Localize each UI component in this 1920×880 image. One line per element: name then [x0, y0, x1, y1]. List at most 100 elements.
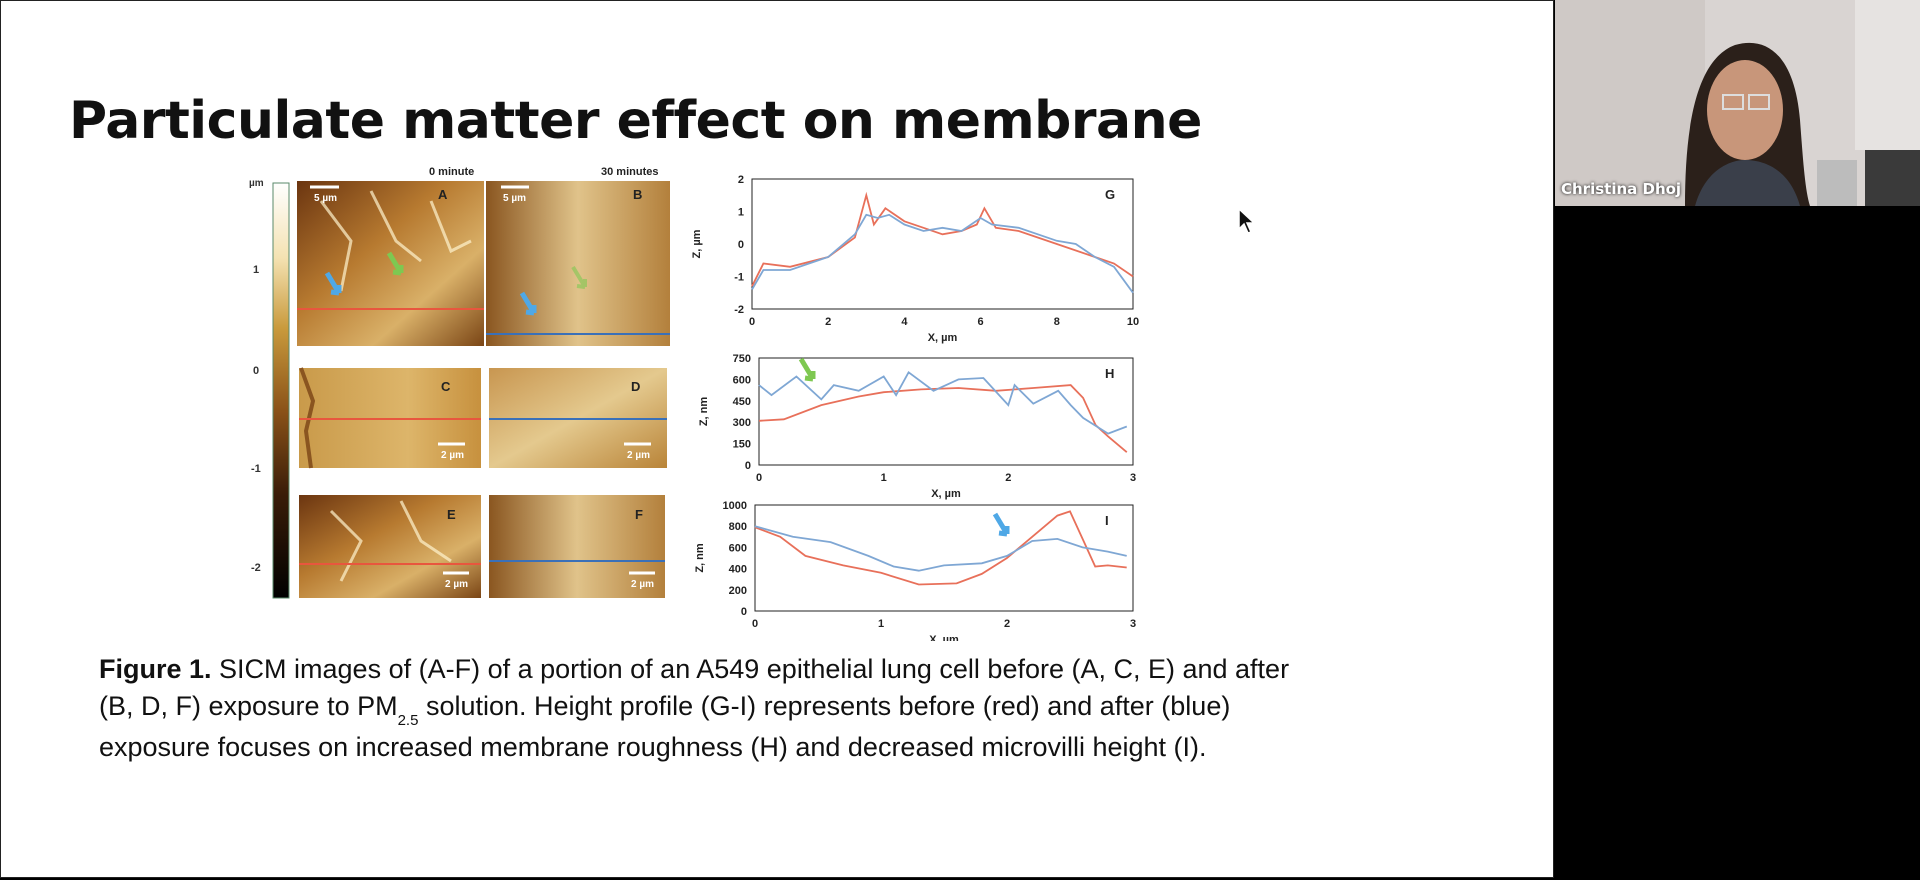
- green-arrow-icon: [571, 265, 587, 289]
- scalebar-label: 2 µm: [441, 450, 464, 461]
- series-line: [751, 191, 1134, 287]
- panel-letter: E: [447, 507, 456, 522]
- caption-subscript: 2.5: [397, 712, 419, 729]
- blue-arrow-icon: [992, 512, 1010, 537]
- sicm-panel-a: 5 µm A: [297, 181, 484, 346]
- x-tick-label: 3: [1130, 618, 1136, 630]
- caption-line-2: (B, D, F) exposure to PM2.5 solution. He…: [99, 688, 1429, 729]
- y-tick-label: 150: [733, 439, 751, 451]
- scalebar-label: 5 µm: [503, 193, 526, 204]
- x-tick-label: 6: [978, 316, 984, 328]
- x-tick-label: 3: [1130, 472, 1136, 484]
- panel-letter: H: [1105, 366, 1114, 381]
- caption-text: (B, D, F) exposure to PM: [99, 691, 398, 721]
- column-title: 0 minute: [429, 166, 474, 178]
- participant-video-feed: [1555, 0, 1920, 206]
- column-title: 30 minutes: [601, 166, 658, 178]
- height-profile-chart-i: I 0 1 2 3 1000 800 600 400 200 0 X, µm Z, nm: [694, 500, 1136, 641]
- x-tick-label: 2: [1005, 472, 1011, 484]
- colorbar-tick: -2: [251, 562, 261, 574]
- x-tick-label: 1: [881, 472, 887, 484]
- video-panel: Christina Dhoj: [1555, 0, 1920, 880]
- figure-caption: Figure 1. SICM images of (A-F) of a port…: [99, 651, 1429, 766]
- scalebar-label: 2 µm: [627, 450, 650, 461]
- plot-frame: [751, 178, 1134, 310]
- presentation-slide: Particulate matter effect on membrane: [0, 0, 1554, 878]
- x-tick-label: 0: [756, 472, 762, 484]
- y-tick-label: 600: [733, 374, 751, 386]
- panel-letter: A: [438, 187, 448, 202]
- series-line: [754, 510, 1127, 586]
- x-tick-label: 2: [825, 316, 831, 328]
- mouse-cursor-icon: [1238, 208, 1256, 234]
- sicm-panel-b: 5 µm B: [486, 181, 670, 346]
- y-tick-label: 400: [729, 564, 747, 576]
- x-tick-label: 4: [901, 316, 908, 328]
- colorbar-tick: 0: [253, 365, 259, 377]
- green-arrow-icon: [386, 251, 404, 276]
- colorbar-tick: 1: [253, 264, 259, 276]
- x-tick-label: 2: [1004, 618, 1010, 630]
- slide-title: Particulate matter effect on membrane: [69, 91, 1202, 151]
- sicm-panel-d: 2 µm D: [489, 368, 667, 468]
- scalebar-label: 5 µm: [314, 193, 337, 204]
- y-axis-label: Z, nm: [694, 543, 706, 573]
- y-tick-label: 600: [729, 542, 747, 554]
- panel-letter: C: [441, 379, 451, 394]
- plot-frame: [754, 504, 1134, 612]
- series-line: [754, 525, 1127, 572]
- scalebar-label: 2 µm: [631, 579, 654, 590]
- x-axis-label: X, µm: [929, 634, 959, 641]
- y-tick-label: 300: [733, 417, 751, 429]
- plot-frame: [758, 357, 1134, 466]
- y-tick-label: 1: [738, 207, 744, 219]
- x-tick-label: 0: [749, 316, 755, 328]
- scalebar-label: 2 µm: [445, 579, 468, 590]
- colorbar-unit: µm: [249, 178, 264, 189]
- caption-text: SICM images of (A-F) of a portion of an …: [211, 654, 1290, 684]
- y-tick-label: 450: [733, 396, 751, 408]
- figure-1: µm 1 0 -1 -2 0 minute 30 minutes 5 µm A …: [249, 166, 1139, 641]
- x-axis-label: X, µm: [928, 332, 958, 344]
- x-tick-label: 10: [1127, 316, 1139, 328]
- y-tick-label: 200: [729, 585, 747, 597]
- series-line: [751, 213, 1134, 294]
- colorbar-tick: -1: [251, 463, 261, 475]
- y-tick-label: -2: [734, 304, 744, 316]
- panel-letter: I: [1105, 513, 1109, 528]
- y-tick-label: -1: [734, 272, 744, 284]
- panel-letter: B: [633, 187, 642, 202]
- y-tick-label: 0: [738, 239, 744, 251]
- x-tick-label: 8: [1054, 316, 1060, 328]
- blue-arrow-icon: [324, 271, 342, 296]
- caption-line-1: Figure 1. SICM images of (A-F) of a port…: [99, 651, 1429, 688]
- series-line: [758, 370, 1128, 435]
- x-tick-label: 0: [752, 618, 758, 630]
- y-tick-label: 2: [738, 174, 744, 186]
- caption-line-3: exposure focuses on increased membrane r…: [99, 732, 1207, 762]
- sicm-panel-e: 2 µm E: [299, 495, 481, 598]
- y-tick-label: 1000: [723, 500, 747, 512]
- caption-label: Figure 1.: [99, 654, 212, 684]
- participant-video-tile[interactable]: Christina Dhoj: [1555, 0, 1920, 206]
- blue-arrow-icon: [519, 291, 537, 316]
- y-tick-label: 0: [745, 460, 751, 472]
- sicm-panel-c: 2 µm C: [299, 367, 481, 469]
- y-tick-label: 800: [729, 521, 747, 533]
- y-tick-label: 750: [733, 353, 751, 365]
- green-arrow-icon: [798, 357, 816, 382]
- colorbar: µm 1 0 -1 -2: [249, 178, 290, 599]
- panel-letter: D: [631, 379, 640, 394]
- x-tick-label: 1: [878, 618, 884, 630]
- sicm-panel-f: 2 µm F: [489, 495, 665, 598]
- panel-letter: F: [635, 507, 643, 522]
- y-axis-label: Z, nm: [698, 397, 710, 427]
- height-profile-chart-h: H 0 1 2 3 750 600 450 300 150 0 X, µm Z, nm: [698, 353, 1136, 500]
- y-tick-label: 0: [741, 606, 747, 618]
- series-line: [758, 384, 1128, 453]
- panel-letter: G: [1105, 187, 1115, 202]
- caption-text: solution. Height profile (G-I) represent…: [418, 691, 1231, 721]
- y-axis-label: Z, µm: [691, 229, 703, 258]
- x-axis-label: X, µm: [931, 488, 961, 500]
